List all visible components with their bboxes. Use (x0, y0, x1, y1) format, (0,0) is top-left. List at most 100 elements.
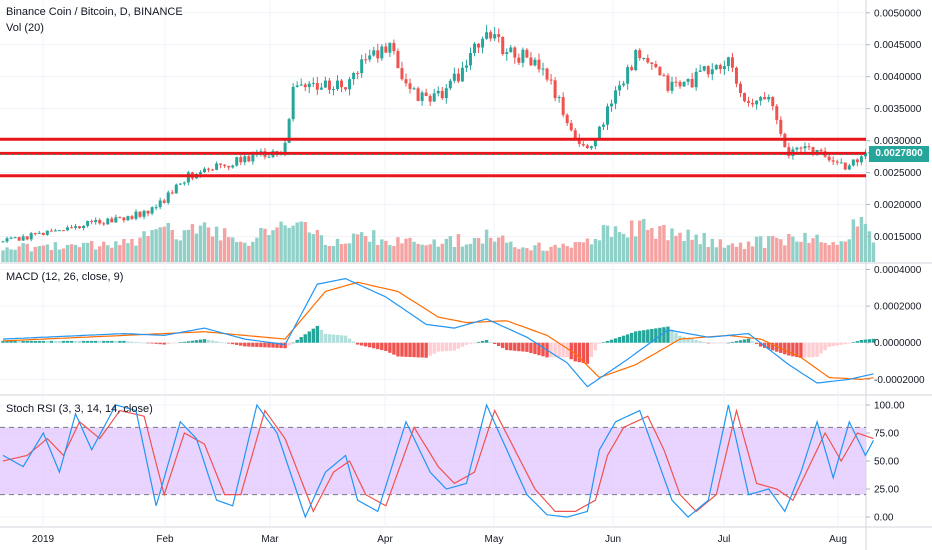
candle-body[interactable] (331, 88, 335, 90)
candle-body[interactable] (843, 162, 847, 170)
candle-body[interactable] (682, 81, 686, 87)
candle-body[interactable] (78, 226, 82, 229)
candle-body[interactable] (847, 165, 851, 170)
candle-body[interactable] (803, 146, 807, 149)
candle-body[interactable] (529, 57, 533, 66)
macd-line[interactable] (2, 277, 874, 388)
candle-body[interactable] (485, 32, 489, 39)
candle-body[interactable] (416, 88, 420, 101)
candle-body[interactable] (626, 67, 630, 84)
candle-body[interactable] (364, 59, 368, 61)
candle-body[interactable] (771, 96, 775, 107)
candle-body[interactable] (380, 46, 384, 59)
candle-body[interactable] (464, 65, 468, 68)
candle-body[interactable] (851, 159, 855, 166)
candle-body[interactable] (819, 149, 823, 152)
candle-body[interactable] (722, 66, 726, 70)
candle-body[interactable] (25, 236, 29, 240)
candle-body[interactable] (154, 207, 158, 209)
candle-body[interactable] (166, 192, 170, 203)
candle-body[interactable] (94, 219, 98, 223)
candle-body[interactable] (348, 79, 352, 90)
candle-body[interactable] (118, 217, 122, 219)
candle-body[interactable] (509, 47, 513, 53)
candle-body[interactable] (126, 216, 130, 221)
candle-body[interactable] (61, 230, 65, 232)
candle-body[interactable] (569, 123, 573, 131)
candle-body[interactable] (634, 50, 638, 71)
candle-body[interactable] (335, 80, 339, 89)
candle-body[interactable] (755, 100, 759, 105)
candle-body[interactable] (614, 90, 618, 104)
candle-body[interactable] (642, 57, 646, 59)
candle-body[interactable] (654, 64, 658, 68)
candle-body[interactable] (150, 207, 154, 214)
candle-body[interactable] (106, 218, 110, 225)
candle-body[interactable] (747, 101, 751, 103)
candle-body[interactable] (356, 73, 360, 75)
candle-body[interactable] (412, 88, 416, 90)
candle-body[interactable] (283, 142, 287, 153)
candle-body[interactable] (545, 68, 549, 80)
candle-body[interactable] (102, 223, 106, 225)
candle-body[interactable] (767, 96, 771, 100)
candle-body[interactable] (730, 57, 734, 68)
candle-body[interactable] (327, 80, 331, 90)
candle-body[interactable] (759, 97, 763, 101)
candle-body[interactable] (444, 88, 448, 99)
candle-body[interactable] (340, 80, 344, 88)
candle-body[interactable] (456, 73, 460, 82)
candle-body[interactable] (420, 92, 424, 101)
candle-body[interactable] (5, 238, 9, 242)
candle-body[interactable] (597, 126, 601, 139)
candle-body[interactable] (501, 36, 505, 55)
candle-body[interactable] (53, 230, 57, 232)
candle-body[interactable] (287, 119, 291, 143)
candle-body[interactable] (396, 51, 400, 69)
candle-body[interactable] (360, 59, 364, 74)
candle-body[interactable] (182, 182, 186, 184)
candle-body[interactable] (1, 241, 5, 243)
candle-body[interactable] (533, 59, 537, 66)
candle-body[interactable] (489, 32, 493, 39)
candle-body[interactable] (134, 211, 138, 219)
candle-body[interactable] (17, 237, 21, 241)
candle-body[interactable] (827, 156, 831, 161)
candle-body[interactable] (686, 78, 690, 82)
candle-body[interactable] (787, 147, 791, 156)
support-resistance-lines[interactable] (0, 137, 866, 178)
candle-body[interactable] (477, 43, 481, 48)
candle-body[interactable] (227, 165, 231, 168)
candle-body[interactable] (315, 82, 319, 90)
candle-body[interactable] (734, 67, 738, 84)
candle-body[interactable] (259, 151, 263, 153)
candle-body[interactable] (525, 49, 529, 58)
candle-body[interactable] (505, 52, 509, 55)
candle-body[interactable] (630, 67, 634, 71)
candle-body[interactable] (186, 172, 190, 183)
date-axis[interactable]: 2019 Feb Mar Apr May Jun Jul Aug (32, 534, 847, 545)
candle-body[interactable] (718, 65, 722, 70)
candle-body[interactable] (493, 34, 497, 39)
candle-body[interactable] (295, 85, 299, 87)
candle-body[interactable] (82, 225, 86, 229)
candle-body[interactable] (726, 57, 730, 67)
candle-body[interactable] (751, 102, 755, 105)
candle-body[interactable] (74, 226, 78, 228)
candle-body[interactable] (299, 84, 303, 86)
candle-body[interactable] (174, 184, 178, 194)
candle-body[interactable] (376, 50, 380, 59)
candle-body[interactable] (646, 57, 650, 63)
stoch-k-line[interactable] (2, 403, 875, 519)
macd-pane[interactable] (1, 277, 876, 388)
candle-body[interactable] (497, 34, 501, 37)
candle-body[interactable] (473, 43, 477, 54)
candle-body[interactable] (513, 47, 517, 58)
candle-body[interactable] (368, 55, 372, 60)
candle-body[interactable] (702, 66, 706, 71)
price-axis[interactable]: 0.0015000 0.0020000 0.0025000 0.0030000 0.00… (866, 8, 925, 524)
candle-body[interactable] (662, 75, 666, 77)
candle-body[interactable] (839, 162, 843, 164)
candle-body[interactable] (219, 163, 223, 165)
